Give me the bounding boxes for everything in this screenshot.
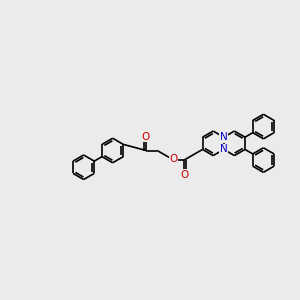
Text: O: O	[180, 170, 188, 180]
Text: N: N	[220, 132, 228, 142]
Text: N: N	[220, 144, 228, 154]
Text: O: O	[141, 132, 149, 142]
Text: O: O	[169, 154, 178, 164]
